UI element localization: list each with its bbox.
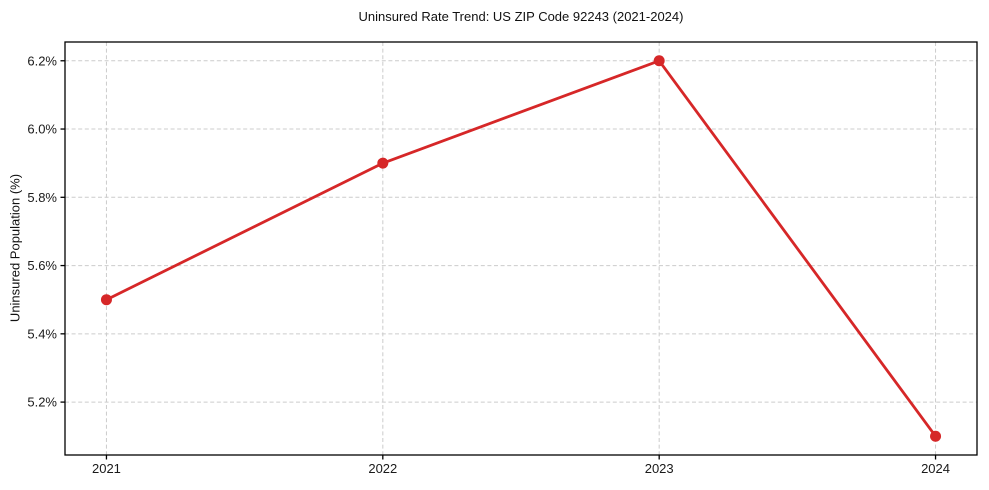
y-tick-label: 5.6% bbox=[27, 258, 57, 273]
data-point-2021 bbox=[100, 294, 112, 306]
data-point-2023 bbox=[653, 55, 665, 67]
trend-line bbox=[105, 59, 937, 438]
data-point-2022 bbox=[377, 157, 389, 169]
chart-title: Uninsured Rate Trend: US ZIP Code 92243 … bbox=[358, 9, 684, 24]
x-tick-label: 2024 bbox=[921, 461, 950, 476]
x-tick-label: 2023 bbox=[645, 461, 674, 476]
x-tick-label: 2022 bbox=[368, 461, 397, 476]
y-tick-label: 5.2% bbox=[27, 395, 57, 410]
y-tick-label: 6.0% bbox=[27, 122, 57, 137]
x-tick-label: 2021 bbox=[92, 461, 121, 476]
data-point-2024 bbox=[930, 430, 942, 442]
y-tick-label: 6.2% bbox=[27, 53, 57, 68]
y-tick-label: 5.4% bbox=[27, 326, 57, 341]
y-tick-label: 5.8% bbox=[27, 190, 57, 205]
plot-border bbox=[64, 41, 978, 456]
